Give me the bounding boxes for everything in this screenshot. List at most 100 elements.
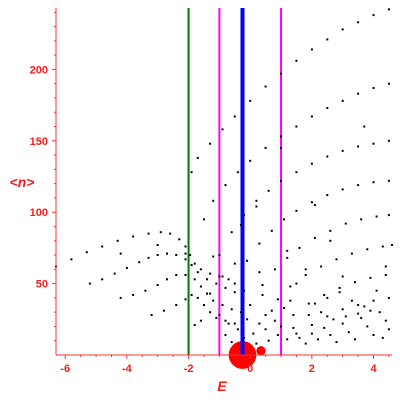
data-point-s12-26 bbox=[273, 319, 276, 322]
data-point-s0-16 bbox=[227, 278, 230, 281]
data-point-s2-13 bbox=[240, 311, 242, 314]
data-point-s12-64 bbox=[341, 275, 344, 278]
data-point-s5-12 bbox=[372, 87, 375, 89]
data-point-s5-11 bbox=[357, 92, 360, 95]
data-point-s7-9 bbox=[357, 184, 360, 187]
data-point-s12-11 bbox=[227, 322, 230, 325]
data-point-s4-3 bbox=[221, 128, 224, 131]
data-point-s1-9 bbox=[184, 258, 187, 261]
data-point-s12-5 bbox=[240, 224, 242, 227]
data-point-s5-3 bbox=[236, 171, 239, 174]
data-point-s4-8 bbox=[295, 59, 298, 62]
data-point-s7-11 bbox=[387, 179, 390, 182]
data-point-s3-6 bbox=[203, 304, 205, 306]
data-point-s12-12 bbox=[236, 328, 239, 331]
data-point-s7-2 bbox=[258, 242, 261, 245]
data-point-s12-46 bbox=[369, 309, 372, 312]
data-point-s6-1 bbox=[230, 231, 233, 234]
data-point-s12-43 bbox=[384, 319, 387, 322]
data-point-s9-4 bbox=[320, 265, 323, 268]
data-point-s11-0 bbox=[295, 332, 298, 335]
data-point-s4-9 bbox=[310, 48, 313, 51]
data-point-s12-0 bbox=[156, 244, 159, 246]
data-point-s6-12 bbox=[387, 139, 390, 142]
data-point-s3-8 bbox=[215, 316, 218, 319]
data-point-s2-1 bbox=[132, 294, 135, 296]
data-point-s12-40 bbox=[366, 325, 369, 328]
data-point-s10-4 bbox=[338, 286, 341, 289]
y-tick-label-0: 50 bbox=[36, 279, 48, 291]
data-point-s9-9 bbox=[391, 244, 393, 246]
data-point-s9-1 bbox=[276, 298, 279, 301]
data-point-s1-2 bbox=[113, 272, 116, 275]
x-tick-label-4: 2 bbox=[309, 363, 315, 375]
x-tick-label-0: -6 bbox=[60, 363, 70, 375]
data-point-s0-4 bbox=[116, 239, 119, 242]
data-point-s3-9 bbox=[224, 319, 227, 322]
data-point-s12-55 bbox=[350, 299, 353, 302]
data-point-s4-1 bbox=[196, 156, 199, 159]
data-point-s0-1 bbox=[70, 258, 73, 261]
y-tick-label-1: 100 bbox=[30, 207, 48, 219]
data-point-s0-12 bbox=[193, 262, 196, 265]
data-point-s12-62 bbox=[313, 204, 316, 207]
data-point-s3-10 bbox=[233, 322, 236, 325]
data-point-s12-25 bbox=[286, 338, 289, 341]
data-point-s0-3 bbox=[101, 245, 104, 248]
data-point-s10-2 bbox=[307, 302, 310, 305]
x-tick-label-5: 4 bbox=[370, 363, 377, 375]
data-point-s4-14 bbox=[387, 8, 390, 11]
data-point-s12-70 bbox=[243, 289, 245, 292]
data-point-s0-13 bbox=[199, 268, 202, 271]
data-point-s4-12 bbox=[357, 21, 360, 24]
data-point-s5-13 bbox=[387, 82, 390, 85]
data-point-s1-7 bbox=[166, 252, 168, 255]
data-point-s5-4 bbox=[249, 159, 252, 162]
data-point-s4-7 bbox=[280, 72, 282, 75]
data-point-s7-4 bbox=[283, 218, 286, 221]
data-point-s7-6 bbox=[310, 201, 313, 204]
data-point-s1-6 bbox=[156, 254, 159, 256]
data-point-s12-52 bbox=[313, 302, 316, 305]
data-point-s2-12 bbox=[230, 308, 233, 311]
data-point-s12-3 bbox=[212, 255, 215, 258]
data-point-s6-5 bbox=[280, 179, 282, 182]
data-point-s0-10 bbox=[184, 245, 187, 248]
data-point-s11-4 bbox=[357, 304, 360, 306]
data-point-s0-7 bbox=[159, 231, 162, 234]
data-point-s2-2 bbox=[144, 289, 147, 292]
data-point-s6-11 bbox=[372, 142, 375, 145]
data-point-s6-6 bbox=[295, 171, 298, 174]
data-point-s9-5 bbox=[335, 258, 338, 261]
data-point-s12-22 bbox=[255, 342, 258, 345]
data-point-s5-5 bbox=[264, 146, 267, 149]
data-point-s1-11 bbox=[196, 271, 199, 274]
data-point-s12-48 bbox=[344, 315, 347, 318]
data-point-s11-1 bbox=[310, 324, 313, 326]
data-point-s0-6 bbox=[147, 232, 150, 235]
data-point-s4-13 bbox=[372, 14, 375, 17]
data-point-s8-1 bbox=[261, 284, 264, 286]
data-point-s0-15 bbox=[218, 275, 221, 278]
data-point-s0-9 bbox=[178, 238, 181, 241]
data-point-s12-24 bbox=[276, 334, 279, 336]
data-point-s5-9 bbox=[326, 107, 329, 109]
data-point-s12-47 bbox=[357, 312, 360, 315]
data-point-s2-4 bbox=[166, 278, 168, 281]
data-point-s12-18 bbox=[230, 341, 233, 344]
y-axis-title: <n> bbox=[10, 174, 35, 190]
data-point-s2-3 bbox=[156, 284, 159, 286]
data-point-s5-2 bbox=[224, 184, 227, 187]
data-point-s5-10 bbox=[341, 99, 344, 102]
data-point-s12-31 bbox=[310, 332, 313, 335]
data-point-s4-5 bbox=[249, 99, 252, 102]
data-point-s12-36 bbox=[341, 322, 344, 325]
data-point-s5-7 bbox=[295, 125, 298, 128]
data-point-s1-12 bbox=[206, 278, 208, 281]
data-point-s4-10 bbox=[326, 38, 329, 41]
data-point-s1-8 bbox=[175, 254, 178, 256]
data-point-s2-0 bbox=[119, 296, 122, 299]
data-point-s12-68 bbox=[286, 249, 289, 252]
data-point-s2-9 bbox=[206, 292, 208, 295]
